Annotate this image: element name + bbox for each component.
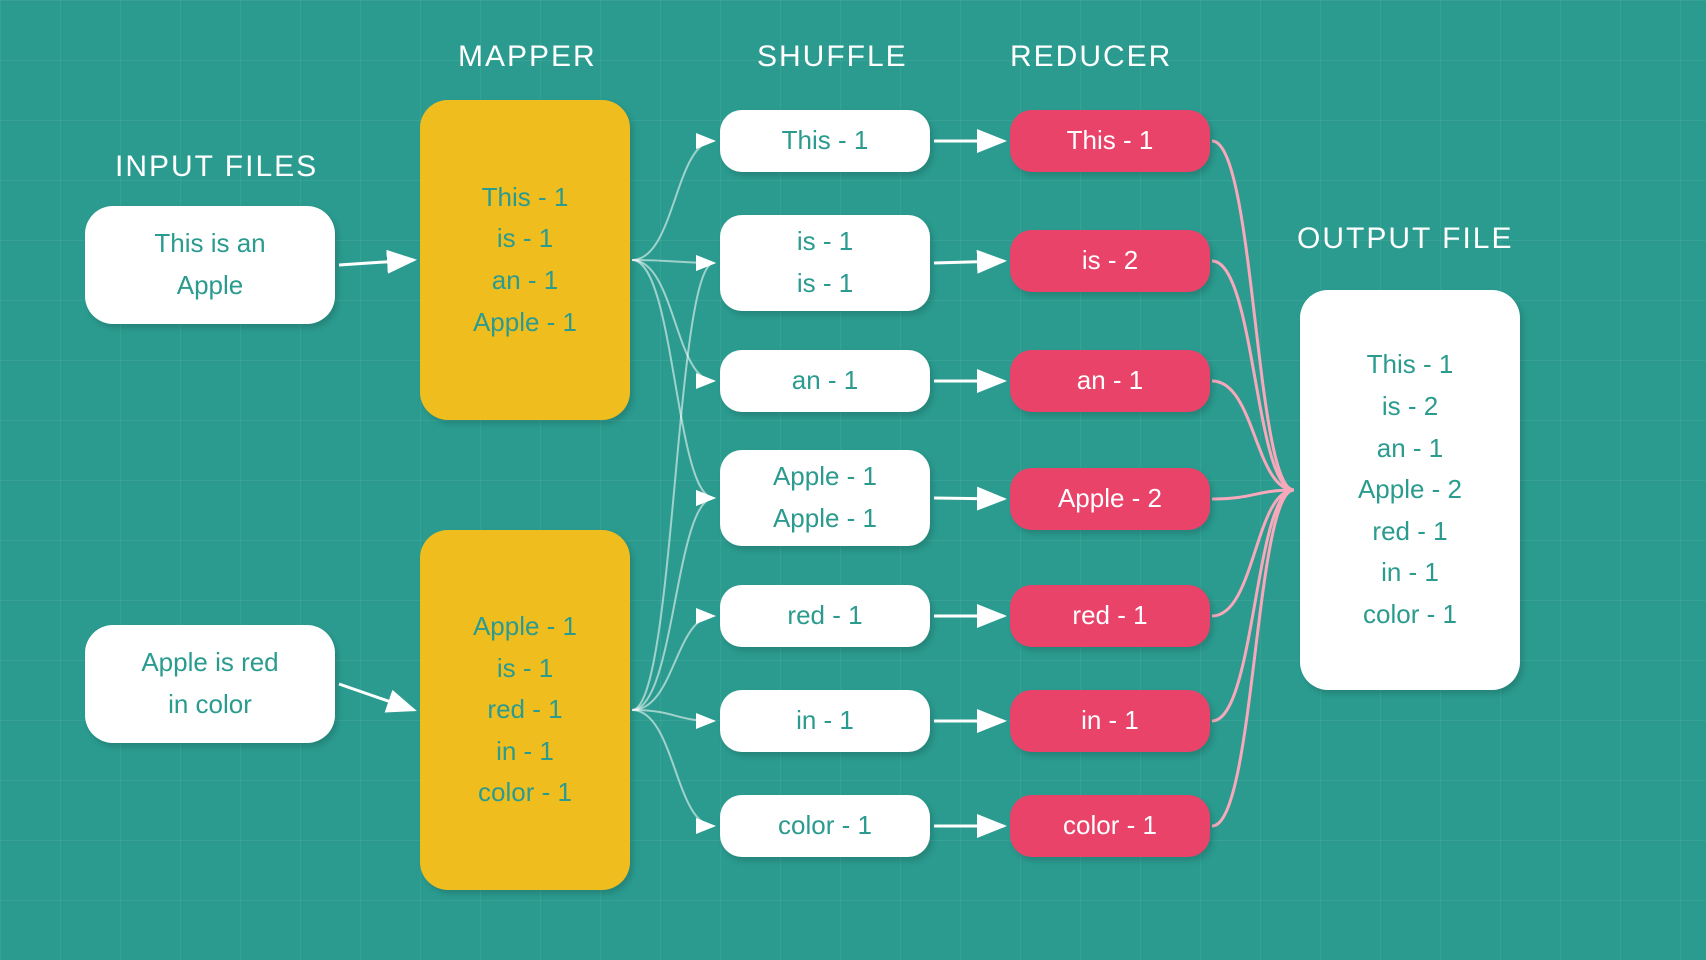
box-line: Apple: [177, 265, 244, 307]
box-line: This - 1: [1067, 120, 1154, 162]
box-line: in color: [168, 684, 252, 726]
box-line: Apple - 1: [473, 606, 577, 648]
box-line: in - 1: [496, 731, 554, 773]
box-line: an - 1: [1077, 360, 1144, 402]
box-line: Apple is red: [141, 642, 278, 684]
box-line: This - 1: [782, 120, 869, 162]
reducer-box: red - 1: [1010, 585, 1210, 647]
box-line: is - 1: [797, 263, 853, 305]
box-line: is - 2: [1382, 386, 1438, 428]
box-line: Apple - 2: [1058, 478, 1162, 520]
box-line: color - 1: [778, 805, 872, 847]
mapper-box: This - 1is - 1an - 1Apple - 1: [420, 100, 630, 420]
box-line: is - 1: [497, 218, 553, 260]
shuffle-box: Apple - 1Apple - 1: [720, 450, 930, 546]
box-line: is - 1: [797, 221, 853, 263]
reducer-box: is - 2: [1010, 230, 1210, 292]
box-line: color - 1: [1063, 805, 1157, 847]
reducer-box: in - 1: [1010, 690, 1210, 752]
box-line: red - 1: [487, 689, 562, 731]
box-line: This - 1: [1367, 344, 1454, 386]
box-line: color - 1: [1363, 594, 1457, 636]
shuffle-box: red - 1: [720, 585, 930, 647]
input-box: This is anApple: [85, 206, 335, 324]
box-line: in - 1: [1081, 700, 1139, 742]
heading-mapper: MAPPER: [458, 40, 597, 74]
shuffle-box: color - 1: [720, 795, 930, 857]
shuffle-box: an - 1: [720, 350, 930, 412]
box-line: red - 1: [1072, 595, 1147, 637]
box-line: an - 1: [492, 260, 559, 302]
box-line: an - 1: [792, 360, 859, 402]
box-line: Apple - 1: [773, 456, 877, 498]
input-box: Apple is redin color: [85, 625, 335, 743]
output-box: This - 1is - 2an - 1Apple - 2red - 1in -…: [1300, 290, 1520, 690]
heading-reducer: REDUCER: [1010, 40, 1172, 74]
box-line: in - 1: [796, 700, 854, 742]
reducer-box: This - 1: [1010, 110, 1210, 172]
box-line: in - 1: [1381, 552, 1439, 594]
box-line: Apple - 2: [1358, 469, 1462, 511]
shuffle-box: in - 1: [720, 690, 930, 752]
reducer-box: an - 1: [1010, 350, 1210, 412]
mapper-box: Apple - 1is - 1red - 1in - 1color - 1: [420, 530, 630, 890]
box-line: red - 1: [787, 595, 862, 637]
box-line: red - 1: [1372, 511, 1447, 553]
box-line: Apple - 1: [473, 302, 577, 344]
shuffle-box: This - 1: [720, 110, 930, 172]
shuffle-box: is - 1is - 1: [720, 215, 930, 311]
box-line: This is an: [154, 223, 265, 265]
box-line: is - 1: [497, 648, 553, 690]
reducer-box: Apple - 2: [1010, 468, 1210, 530]
box-line: Apple - 1: [773, 498, 877, 540]
box-line: This - 1: [482, 177, 569, 219]
box-line: an - 1: [1377, 428, 1444, 470]
box-line: color - 1: [478, 772, 572, 814]
reducer-box: color - 1: [1010, 795, 1210, 857]
box-line: is - 2: [1082, 240, 1138, 282]
heading-output: OUTPUT FILE: [1297, 222, 1513, 256]
heading-input: INPUT FILES: [115, 150, 318, 184]
heading-shuffle: SHUFFLE: [757, 40, 908, 74]
